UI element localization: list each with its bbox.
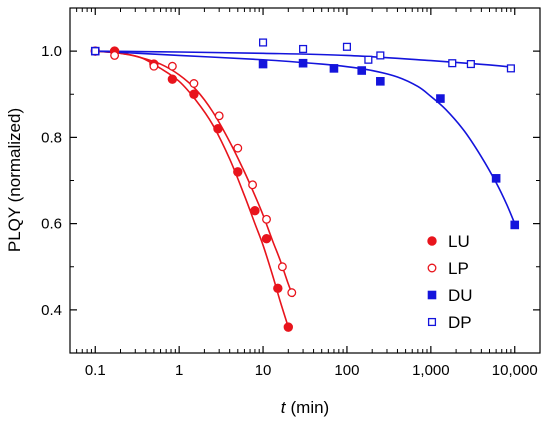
data-point-dp [506, 64, 515, 73]
data-point-dp [259, 38, 268, 47]
data-point-lu [283, 322, 294, 332]
fit-curves [95, 50, 516, 328]
data-point-dp [364, 55, 373, 64]
x-tick-label: 0.1 [85, 362, 106, 379]
data-point-dp [299, 44, 308, 54]
data-point-lu [167, 74, 178, 84]
fit-curve-du [95, 50, 516, 224]
data-point-lp [233, 143, 243, 153]
data-point-lp [110, 50, 120, 60]
y-axis-title: PLQY (normalized) [5, 108, 24, 252]
data-point-lp [248, 180, 258, 190]
data-point-du [376, 77, 385, 86]
legend-marker-lu [427, 236, 437, 246]
x-axis-title-variable: t [281, 398, 287, 417]
legend-marker-dp [427, 317, 437, 327]
data-point-lp [262, 214, 271, 224]
legend-label-lp: LP [448, 259, 469, 278]
y-tick-label: 1.0 [41, 43, 62, 60]
data-point-du [329, 64, 339, 73]
data-point-lp [149, 61, 159, 71]
legend-label-du: DU [448, 286, 473, 305]
legend: LU LP DU DP [427, 232, 473, 332]
data-point-lu [213, 124, 223, 134]
data-point-lu [261, 234, 272, 244]
x-tick-label: 1 [175, 362, 183, 379]
data-point-lu [189, 89, 199, 99]
fit-curve-dp [95, 50, 515, 69]
legend-marker-lp [427, 263, 437, 273]
data-point-lp [277, 262, 287, 272]
data-point-lp [167, 61, 177, 71]
legend-label-dp: DP [448, 313, 472, 332]
data-point-du [510, 220, 520, 230]
y-tick-label: 0.4 [41, 302, 62, 319]
x-axis-title-unit: (min) [291, 398, 330, 417]
x-axis-title: t (min) [281, 398, 329, 417]
x-tick-label: 100 [334, 362, 359, 379]
data-point-dp [342, 42, 351, 51]
data-point-lp [214, 111, 224, 121]
x-tick-label: 10,000 [492, 362, 538, 379]
data-point-du [258, 59, 268, 69]
data-point-lu [273, 283, 283, 294]
legend-marker-du [427, 290, 437, 300]
data-point-du [491, 174, 501, 183]
data-point-lp [287, 288, 297, 298]
data-point-du [357, 66, 367, 75]
data-point-du [298, 58, 308, 68]
data-point-lu [250, 205, 260, 216]
y-tick-label: 0.6 [41, 216, 62, 233]
legend-label-lu: LU [448, 232, 470, 251]
x-tick-label: 1,000 [412, 362, 450, 379]
y-tick-label: 0.8 [41, 129, 62, 146]
data-point-dp [466, 60, 475, 69]
data-point-dp [91, 47, 100, 56]
data-point-lu [233, 167, 243, 177]
data-point-dp [376, 51, 385, 60]
x-tick-label: 10 [255, 362, 272, 379]
fit-curve-lp [95, 50, 295, 298]
data-point-lp [189, 79, 199, 88]
ticks-layer: 0.1 1 10 100 1,000 10,000 0.4 0.6 0.8 1.0 [41, 8, 540, 379]
data-point-du [436, 94, 445, 103]
data-point-dp [448, 59, 457, 68]
data-points [90, 38, 520, 332]
